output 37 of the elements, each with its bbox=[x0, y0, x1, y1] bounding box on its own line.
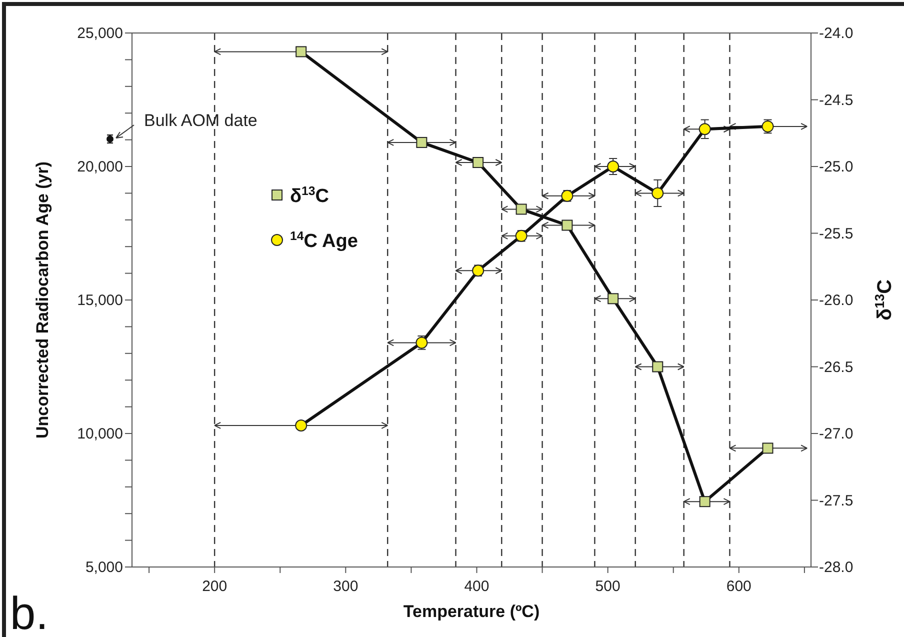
point bbox=[652, 361, 664, 372]
point bbox=[296, 46, 307, 58]
legend-label: δ$^{13}$C bbox=[290, 184, 330, 207]
y-tick-label: 15,000 bbox=[77, 292, 123, 309]
point bbox=[607, 160, 620, 172]
point bbox=[652, 187, 664, 200]
x-tick-label: 500 bbox=[595, 578, 620, 595]
y-tick-label: 20,000 bbox=[77, 158, 123, 176]
point bbox=[762, 442, 774, 454]
point bbox=[608, 293, 619, 304]
x-tick-label: 400 bbox=[464, 578, 490, 595]
point bbox=[472, 156, 484, 168]
y-tick-label: 25,000 bbox=[77, 25, 123, 42]
y2-tick-label: -26.0 bbox=[819, 292, 854, 309]
y2-tick-label: -26.5 bbox=[819, 358, 854, 376]
point bbox=[699, 496, 710, 508]
point bbox=[562, 220, 573, 231]
text: b. bbox=[10, 587, 48, 637]
x-tick-label: 300 bbox=[333, 578, 358, 595]
x-tick-label: 200 bbox=[202, 578, 228, 595]
point bbox=[698, 123, 711, 136]
y-tick-label: 5,000 bbox=[85, 559, 123, 576]
y2-tick-label: -25.0 bbox=[819, 158, 854, 176]
y-tick-label: 10,000 bbox=[77, 426, 123, 442]
y2-tick-label: -28.0 bbox=[819, 559, 854, 576]
y2-tick-label: -24.0 bbox=[819, 25, 854, 42]
point bbox=[416, 136, 428, 148]
x-tick-label: 600 bbox=[726, 578, 752, 595]
y-axis-title: Uncorrected Radiocarbon Age (yr) bbox=[33, 161, 52, 439]
point bbox=[516, 204, 527, 215]
legend-label: $^{14}$C Age bbox=[290, 229, 358, 252]
y2-tick-label: -27.0 bbox=[819, 426, 854, 442]
y2-tick-label: -25.5 bbox=[819, 225, 854, 242]
y2-tick-label: -24.5 bbox=[819, 92, 854, 109]
x-axis-title: Temperature (ºC) bbox=[403, 602, 540, 621]
annotation: Bulk AOM date bbox=[144, 111, 258, 130]
y2-tick-label: -27.5 bbox=[819, 492, 854, 510]
